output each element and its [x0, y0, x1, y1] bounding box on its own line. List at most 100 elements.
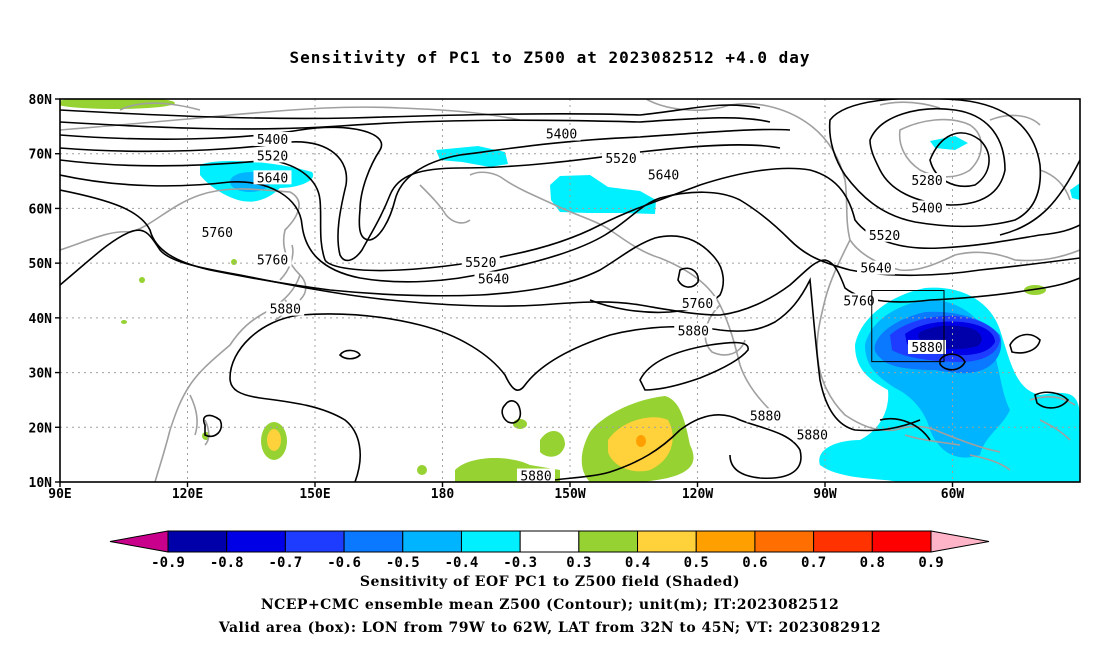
contour-label: 5640 — [257, 171, 288, 186]
contour-label-bg — [253, 170, 292, 185]
lat-label: 60N — [29, 202, 53, 217]
contour-label-bg — [865, 227, 904, 242]
contour-label-bg — [644, 167, 683, 182]
contour-label-bg — [793, 427, 832, 442]
colorbar-label: 0.4 — [625, 555, 650, 570]
contour-label: 5640 — [478, 273, 509, 288]
contour-label-bg — [474, 271, 513, 286]
contour-label: 5520 — [257, 149, 288, 164]
contour-label: 5520 — [465, 256, 496, 271]
longitude-labels: 90E 120E 150E 180 150W 120W 90W 60W — [48, 487, 964, 502]
contour-label-bg — [746, 408, 785, 423]
gridlines — [60, 99, 1080, 482]
shade-negative-region — [930, 136, 968, 150]
lon-label: 90E — [48, 487, 71, 502]
contour-label-bg — [908, 339, 946, 354]
contour-label: 5880 — [911, 341, 942, 356]
colorbar-label: 0.8 — [860, 555, 885, 570]
caption-contour: NCEP+CMC ensemble mean Z500 (Contour); u… — [260, 597, 840, 613]
shade-positive-region — [231, 259, 237, 265]
colorbar-label: -0.7 — [269, 555, 303, 570]
shade-positive-region — [540, 430, 565, 457]
contour-labels: 5400 5520 5640 5760 5760 5880 5400 5520 5640 5520… — [198, 126, 946, 485]
contour-label-bg — [253, 252, 292, 267]
contour-label: 5520 — [869, 229, 900, 244]
lat-label: 30N — [29, 367, 53, 382]
shade-positive-region — [636, 435, 646, 447]
colorbar-swatch — [343, 530, 404, 553]
colorbar-swatch — [578, 530, 639, 553]
contour-label: 5400 — [546, 128, 577, 143]
shade-negative-region — [436, 146, 508, 167]
shade-positive-region — [417, 465, 427, 475]
contour-label-bg — [266, 301, 305, 316]
lon-label: 150E — [299, 487, 330, 502]
sensitivity-map: 5400 5520 5640 5760 5760 5880 5400 5520 5640 5520… — [29, 93, 1081, 570]
sensitivity-shading — [60, 99, 1080, 482]
contour-label: 5880 — [678, 325, 709, 340]
contour-label-bg — [253, 148, 292, 163]
colorbar-swatch — [284, 530, 345, 553]
colorbar-swatch — [754, 530, 815, 553]
contour-label: 5880 — [520, 470, 551, 485]
colorbar-swatch — [519, 530, 580, 553]
lon-label: 120E — [172, 487, 203, 502]
lon-label: 90W — [813, 487, 837, 502]
colorbar-swatch — [871, 530, 932, 553]
colorbar-low-triangle — [109, 530, 169, 553]
colorbar-label: 0.5 — [684, 555, 709, 570]
shade-positive-region — [121, 320, 127, 324]
colorbar-label: -0.8 — [210, 555, 244, 570]
colorbar — [109, 530, 990, 553]
lat-label: 10N — [29, 476, 53, 491]
coastlines — [60, 99, 1080, 482]
colorbar-swatch — [167, 530, 228, 553]
lat-label: 80N — [29, 93, 53, 108]
colorbar-label: 0.9 — [918, 555, 943, 570]
lon-label: 120W — [682, 487, 713, 502]
contour-label: 5880 — [797, 428, 828, 443]
colorbar-swatch — [402, 530, 462, 553]
lon-label: 180 — [431, 487, 455, 502]
contour-label-bg — [678, 296, 717, 311]
contour-label-bg — [461, 255, 500, 270]
contour-label-bg — [198, 225, 237, 240]
lat-label: 20N — [29, 421, 53, 436]
caption-shading: Sensitivity of EOF PC1 to Z500 field (Sh… — [359, 574, 741, 590]
shade-negative-region — [550, 175, 656, 214]
contour-label-bg — [840, 293, 878, 308]
colorbar-label: 0.7 — [801, 555, 826, 570]
map-title: Sensitivity of PC1 to Z500 at 2023082512… — [289, 48, 811, 67]
colorbar-swatch — [226, 530, 286, 553]
colorbar-labels: -0.9 -0.8 -0.7 -0.6 -0.5 -0.4 -0.3 0.3 0.4 0.5 0.6… — [151, 555, 944, 570]
shade-positive-region — [513, 419, 527, 429]
shade-positive-region — [267, 429, 281, 451]
colorbar-label: 0.6 — [742, 555, 767, 570]
contour-label: 5520 — [605, 152, 636, 167]
contour-label: 5640 — [860, 262, 891, 277]
lon-label: 150W — [554, 487, 585, 502]
colorbar-label: -0.4 — [445, 555, 479, 570]
contour-label-bg — [517, 468, 555, 483]
contour-label: 5640 — [648, 169, 679, 184]
shade-negative-region — [1070, 183, 1080, 200]
contour-label: 5280 — [911, 174, 942, 189]
colorbar-label: -0.9 — [151, 555, 185, 570]
colorbar-label: 0.3 — [566, 555, 591, 570]
contour-label-bg — [674, 323, 713, 338]
latitude-labels: 80N 70N 60N 50N 40N 30N 20N 10N — [29, 93, 53, 491]
contour-label: 5760 — [257, 253, 288, 268]
contour-label: 5760 — [843, 294, 874, 309]
colorbar-swatch — [695, 530, 756, 553]
contour-label: 5880 — [270, 303, 301, 318]
contour-label: 5760 — [202, 226, 233, 241]
valid-area-box — [871, 290, 945, 363]
contour-label-bg — [857, 260, 895, 275]
caption-valid-area: Valid area (box): LON from 79W to 62W, L… — [218, 620, 882, 636]
lat-label: 70N — [29, 148, 53, 163]
colorbar-swatch — [637, 530, 697, 553]
contour-label-bg — [542, 126, 581, 141]
contour-label: 5400 — [911, 201, 942, 216]
colorbar-label: -0.6 — [327, 555, 361, 570]
contour-label-bg — [908, 173, 946, 188]
